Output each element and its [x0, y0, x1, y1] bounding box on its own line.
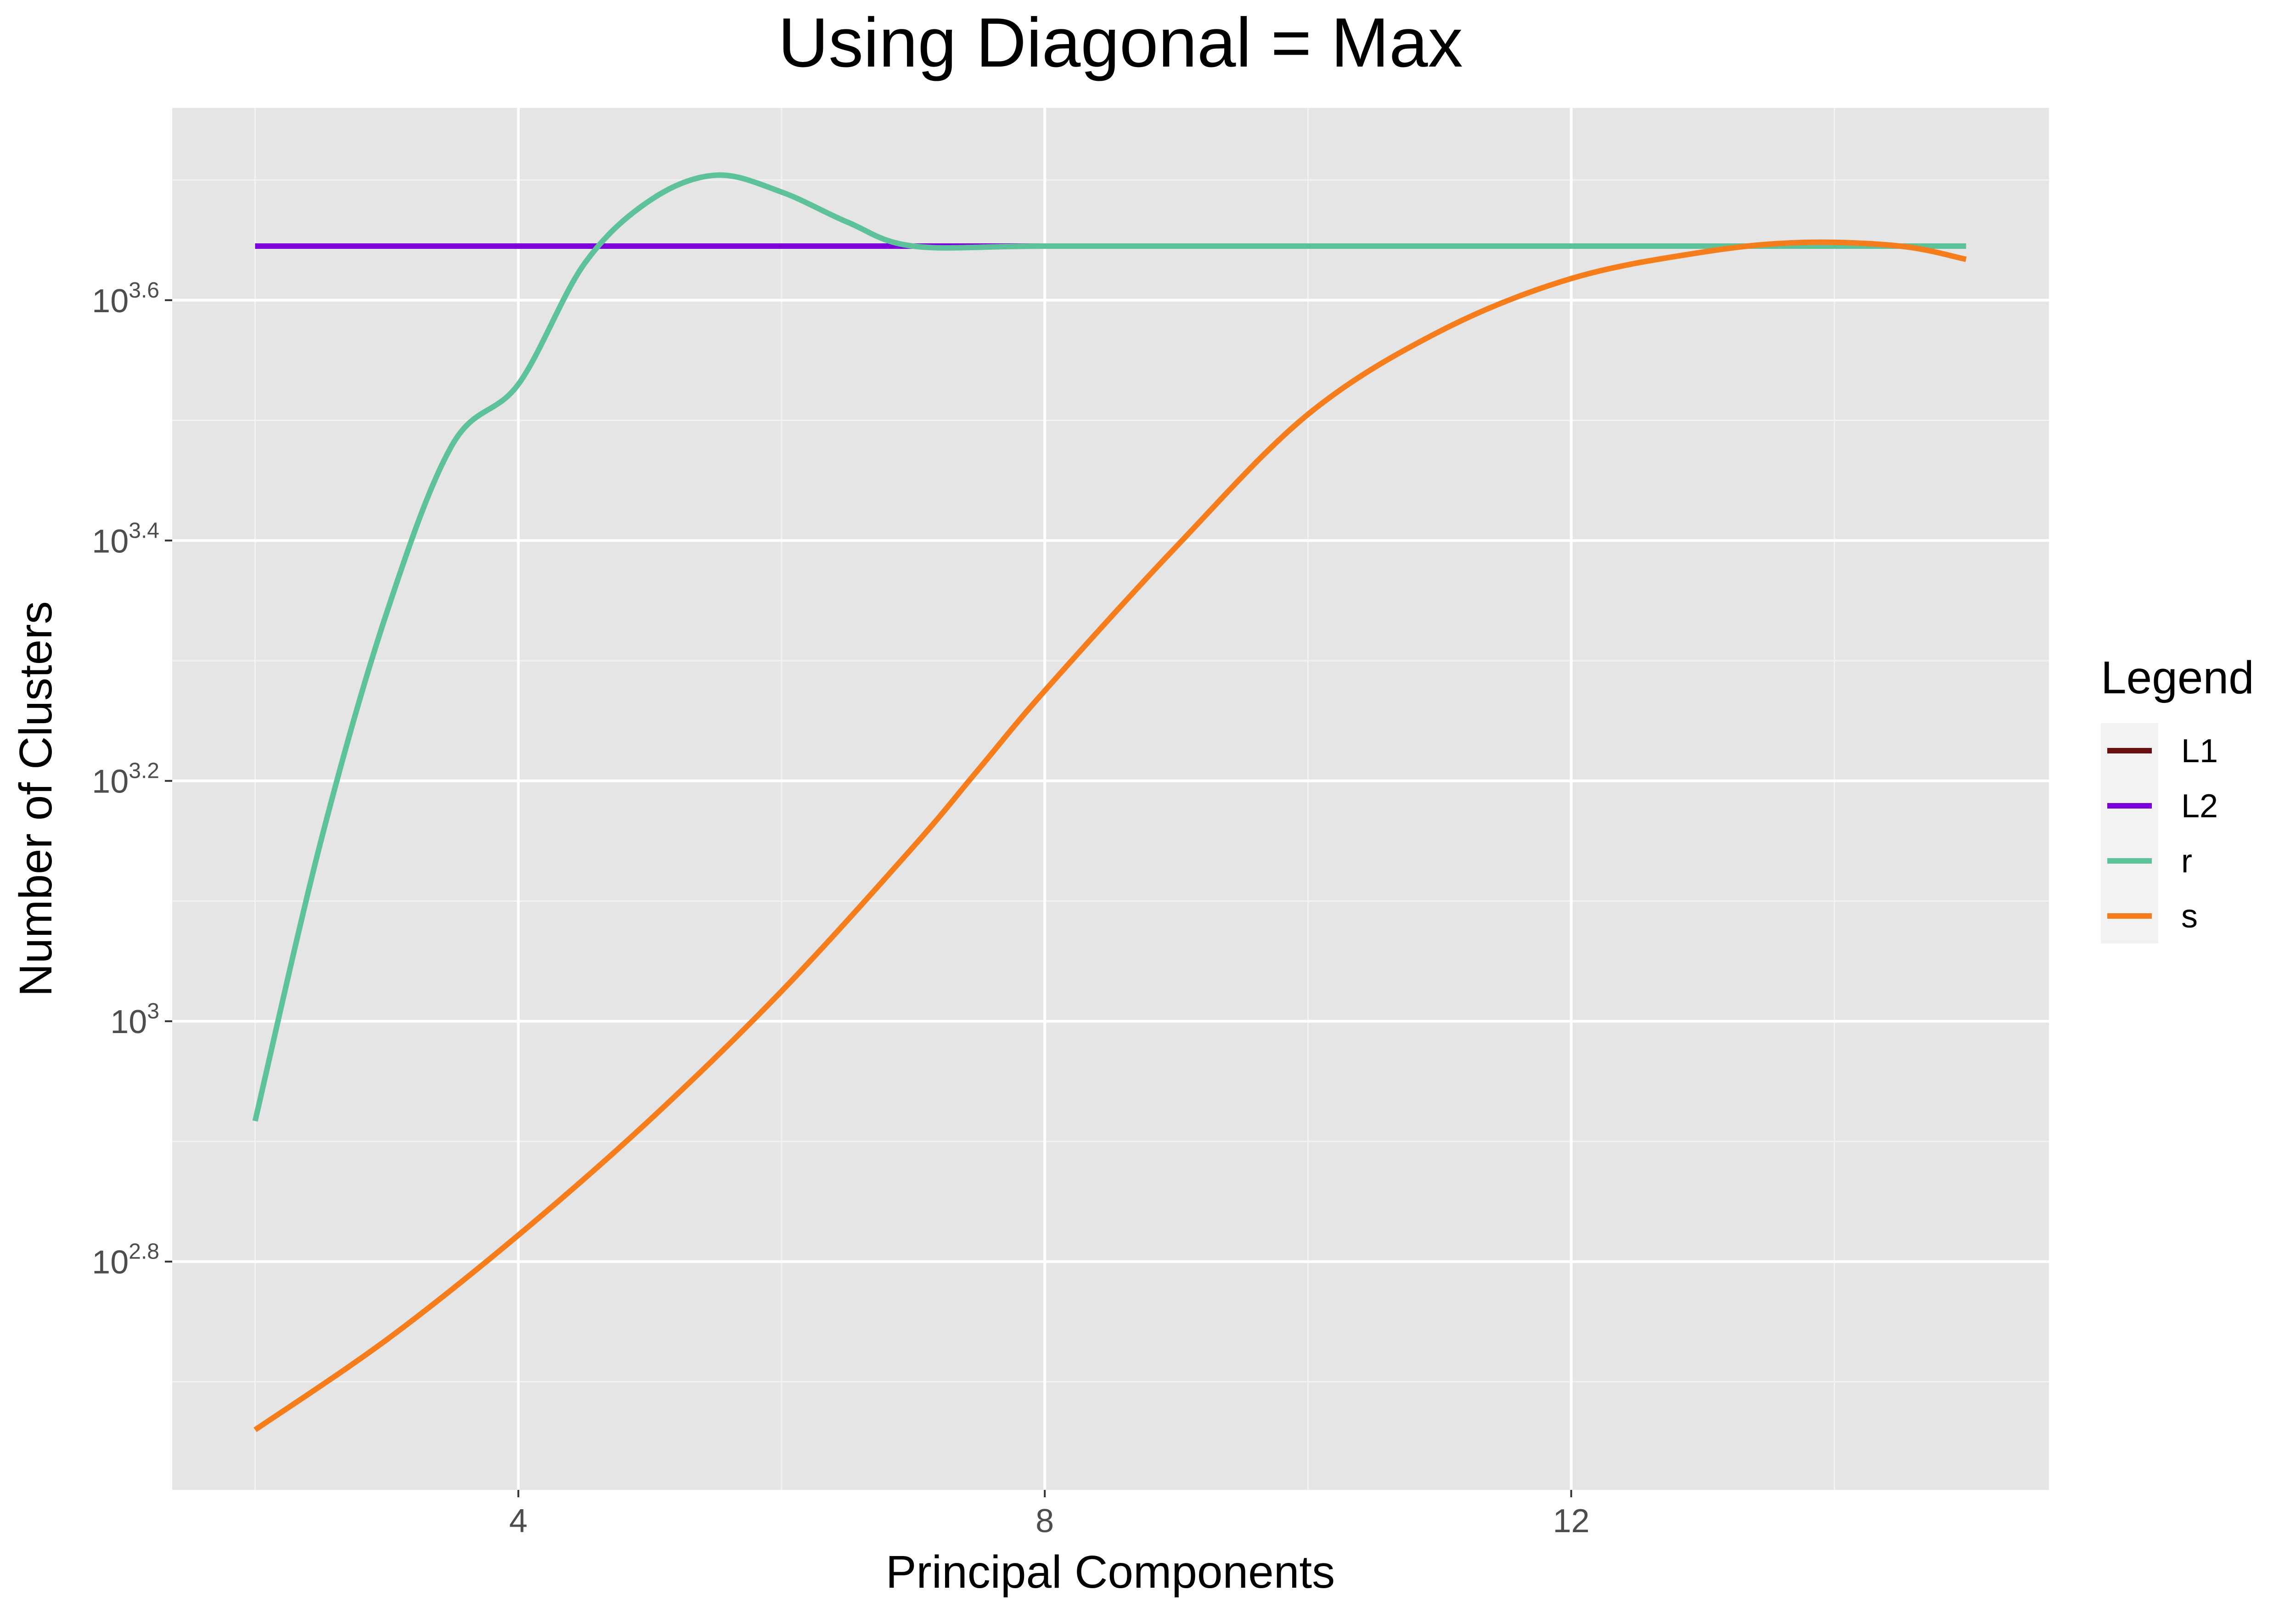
y-axis-title: Number of Clusters: [10, 601, 62, 996]
legend-key-background: [2101, 723, 2158, 944]
x-axis-title: Principal Components: [886, 1546, 1335, 1598]
x-tick-label: 4: [509, 1503, 528, 1540]
y-tick-exponent: 3: [147, 999, 159, 1023]
y-tick-label: 102.8: [92, 1240, 159, 1281]
y-tick-base: 10: [92, 283, 129, 320]
y-tick-base: 10: [92, 1244, 129, 1281]
minor-gridlines: [172, 108, 2049, 1490]
series-line-s: [253, 239, 1967, 1433]
y-tick-label: 103.4: [92, 518, 159, 560]
series-line-r: [252, 172, 1966, 1122]
legend-label-s: s: [2181, 898, 2198, 935]
x-tick-label: 12: [1553, 1503, 1590, 1540]
chart-title: Using Diagonal = Max: [778, 4, 1463, 82]
legend-label-L1: L1: [2181, 733, 2218, 770]
legend-title: Legend: [2101, 652, 2254, 703]
legend-label-L2: L2: [2181, 788, 2218, 825]
y-tick-exponent: 2.8: [129, 1240, 159, 1264]
y-tick-label: 103.2: [92, 759, 159, 800]
x-axis: 4 8 12: [509, 1490, 1590, 1540]
y-tick-label: 103.6: [92, 278, 159, 320]
y-tick-exponent: 3.4: [129, 518, 159, 543]
x-tick-label: 8: [1035, 1503, 1054, 1540]
y-tick-base: 10: [92, 764, 129, 800]
y-tick-base: 10: [110, 1004, 147, 1040]
y-tick-label: 103: [110, 999, 159, 1040]
y-tick-exponent: 3.6: [129, 278, 159, 303]
y-tick-base: 10: [92, 523, 129, 560]
legend-label-r: r: [2181, 843, 2192, 880]
legend: Legend L1 L2 rs: [2101, 652, 2254, 944]
plot-panel: [172, 108, 2049, 1490]
y-tick-exponent: 3.2: [129, 759, 159, 783]
series-lines: [252, 172, 1967, 1433]
